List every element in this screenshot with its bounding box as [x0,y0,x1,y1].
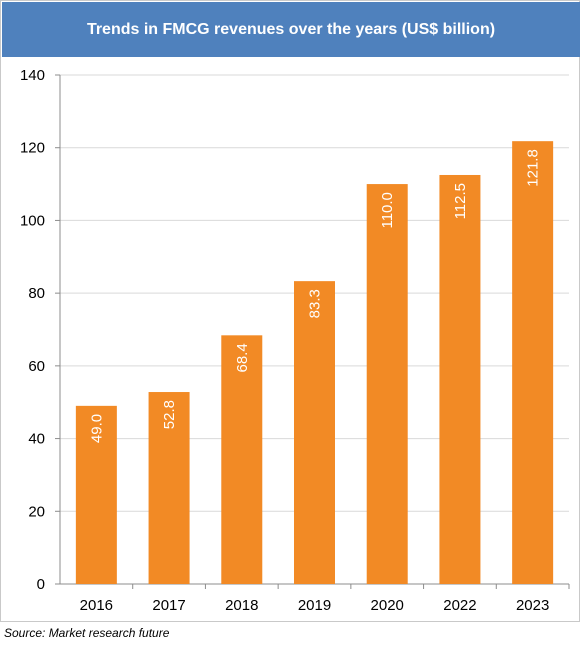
bar-2020 [366,184,408,585]
y-tick-label: 60 [28,358,45,375]
y-tick-label: 120 [20,140,45,157]
bar-value-label: 121.8 [525,149,542,187]
bar-value-label: 68.4 [234,343,251,372]
source-note: Source: Market research future [4,626,170,640]
y-tick-label: 140 [20,67,45,84]
x-tick-label: 2019 [298,597,331,614]
x-tick-label: 2016 [80,597,113,614]
x-tick-label: 2022 [443,597,476,614]
bar-2017 [148,392,190,584]
bar-value-label: 112.5 [452,183,469,219]
bar-2016 [75,405,117,584]
bar-chart: 0 20 40 60 80 100 120 140 49.0 2016 52.8 2017 68.4 20… [20,67,570,614]
x-tick-label: 2023 [516,597,549,614]
bar-value-label: 52.8 [161,400,178,429]
bar-2022 [439,174,481,584]
y-tick-label: 80 [28,285,45,302]
x-tick-label: 2017 [152,597,185,614]
bar-value-label: 110.0 [379,192,396,228]
chart-frame: Trends in FMCG revenues over the years (… [0,0,580,622]
y-tick-label: 100 [20,212,45,229]
bar-2019 [294,281,335,584]
y-tick-label: 0 [37,576,45,593]
y-tick-label: 40 [28,431,45,448]
title-bar: Trends in FMCG revenues over the years (… [2,2,580,57]
x-tick-label: 2018 [225,597,258,614]
bar-value-label: 49.0 [88,414,105,443]
x-tick-label: 2020 [371,597,404,614]
bar-2018 [221,335,263,584]
bar-value-label: 83.3 [307,289,324,318]
chart-title: Trends in FMCG revenues over the years (… [86,20,496,38]
bar-2023 [512,141,554,585]
y-tick-label: 20 [28,503,45,520]
